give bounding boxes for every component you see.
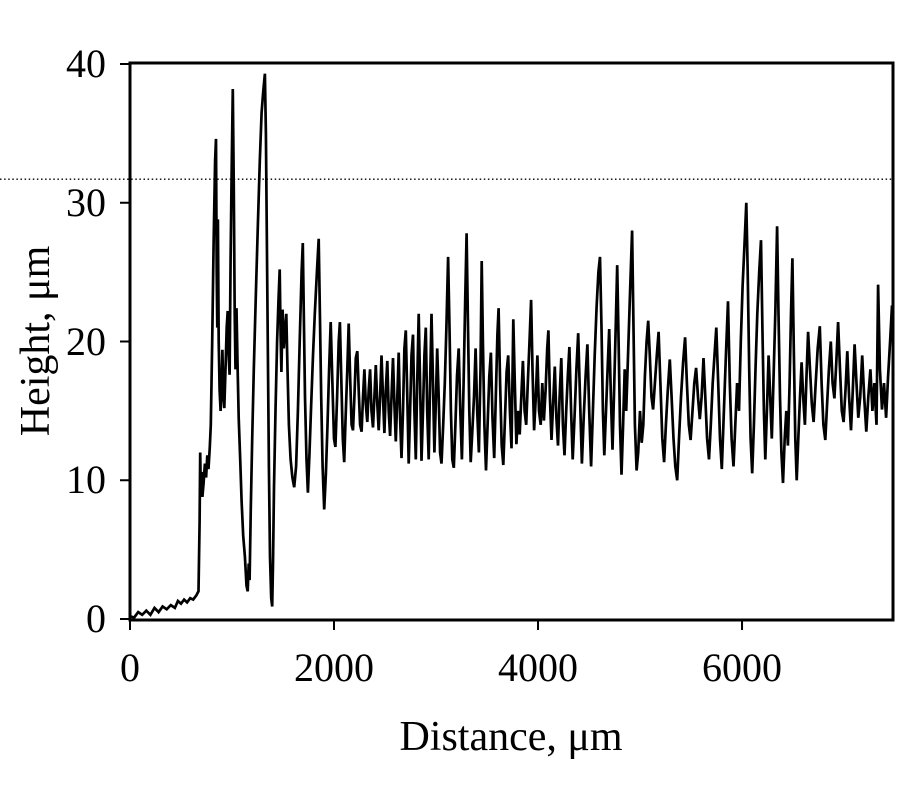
x-axis-title: Distance, μm	[399, 714, 623, 760]
y-tick-label-0: 0	[86, 596, 106, 641]
y-tick-label-20: 20	[66, 318, 106, 364]
y-tick-label-40: 40	[66, 41, 106, 86]
x-tick-label-6000: 6000	[702, 645, 783, 690]
x-tick-label-0: 0	[120, 645, 140, 690]
x-tick-label-2000: 2000	[294, 645, 374, 690]
y-tick-label-10: 10	[66, 457, 106, 503]
x-tick-label-4000: 4000	[498, 645, 579, 690]
y-tick-label-30: 30	[66, 179, 106, 225]
profile-series-line	[129, 73, 894, 620]
